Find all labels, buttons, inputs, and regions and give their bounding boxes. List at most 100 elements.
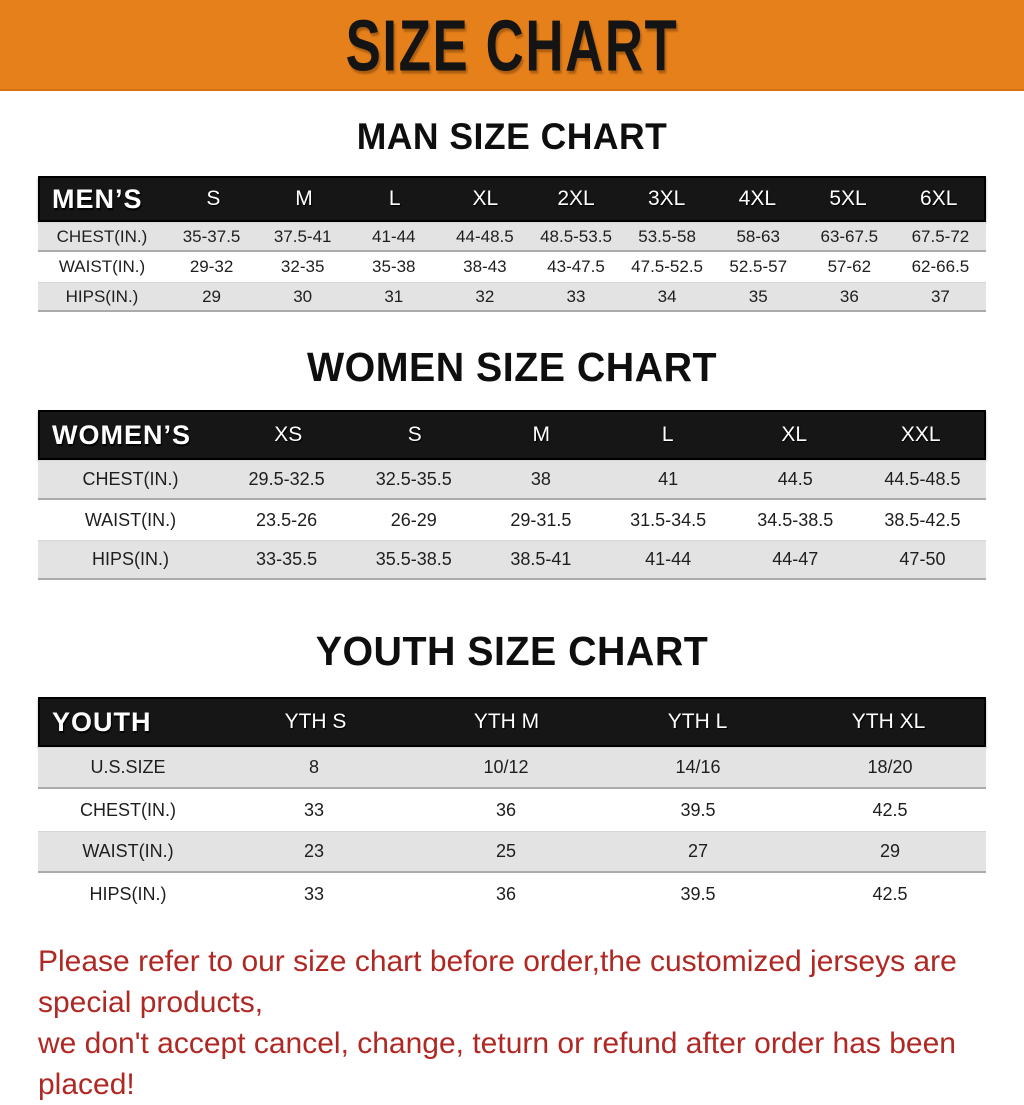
measurement-cell: 32 <box>475 286 495 306</box>
row-label: WAIST(IN.) <box>82 841 174 861</box>
men-size-table: MEN’S S M L XL 2XL 3XL 4XL 5XL 6XL CHEST(IN.) 35-37… <box>38 176 986 312</box>
measurement-cell: 39.5 <box>680 799 716 820</box>
size-column-header: YTH M <box>473 710 540 733</box>
measurement-cell: 58-63 <box>736 226 780 246</box>
size-column-header: 3XL <box>648 187 686 210</box>
size-column-header: 2XL <box>557 187 595 210</box>
size-column-header: L <box>388 187 401 210</box>
youth-size-table: YOUTH YTH S YTH M YTH L YTH XL U.S.SIZE 8 10/12… <box>38 697 986 915</box>
measurement-cell: 62-66.5 <box>911 257 970 276</box>
table-corner-label: YOUTH <box>52 706 152 737</box>
measurement-cell: 44.5-48.5 <box>884 469 961 489</box>
size-column-header: YTH L <box>667 710 728 733</box>
measurement-cell: 23.5-26 <box>256 509 318 530</box>
measurement-cell: 47-50 <box>899 549 946 569</box>
table-row: CHEST(IN.) 29.5-32.5 32.5-35.5 38 41 44.5 44.5… <box>38 460 986 500</box>
measurement-cell: 57-62 <box>827 257 872 276</box>
table-header-row: WOMEN’S XS S M L XL XXL <box>38 410 986 460</box>
banner-title: SIZE CHART <box>345 3 679 86</box>
measurement-cell: 35 <box>748 286 768 306</box>
man-size-chart-heading: MAN SIZE CHART <box>356 116 668 157</box>
row-label: CHEST(IN.) <box>82 469 179 489</box>
measurement-cell: 36 <box>839 286 859 306</box>
measurement-cell: 63-67.5 <box>820 226 879 246</box>
measurement-cell: 26-29 <box>390 509 437 530</box>
size-column-header: 4XL <box>738 187 777 210</box>
size-column-header: XS <box>274 423 303 446</box>
measurement-cell: 44-47 <box>772 549 819 569</box>
row-label: HIPS(IN.) <box>91 549 169 569</box>
measurement-cell: 44.5 <box>777 469 813 489</box>
measurement-cell: 31.5-34.5 <box>630 509 707 530</box>
measurement-cell: 34 <box>657 286 677 306</box>
row-label: WAIST(IN.) <box>84 509 177 530</box>
measurement-cell: 37 <box>930 286 950 306</box>
measurement-cell: 35-37.5 <box>182 226 241 246</box>
measurement-cell: 38 <box>530 469 551 489</box>
size-column-header: M <box>532 423 551 446</box>
table-row: CHEST(IN.) 35-37.5 37.5-41 41-44 44-48.5 48.5… <box>38 222 986 252</box>
table-corner-label: MEN’S <box>52 183 143 214</box>
measurement-cell: 30 <box>293 286 313 306</box>
order-policy-line-1: Please refer to our size chart before or… <box>38 945 957 1019</box>
measurement-cell: 36 <box>495 799 517 820</box>
measurement-cell: 41 <box>658 469 679 489</box>
measurement-cell: 10/12 <box>483 757 529 777</box>
table-row: CHEST(IN.) 33 36 39.5 42.5 <box>38 789 986 831</box>
table-header-row: MEN’S S M L XL 2XL 3XL 4XL 5XL 6XL <box>38 176 986 222</box>
table-row: HIPS(IN.) 33-35.5 35.5-38.5 38.5-41 41-44 44-… <box>38 540 986 580</box>
measurement-cell: 33 <box>303 799 325 820</box>
measurement-cell: 47.5-52.5 <box>631 257 704 276</box>
measurement-cell: 8 <box>308 757 319 777</box>
measurement-cell: 35-38 <box>372 257 416 276</box>
measurement-cell: 29-31.5 <box>510 509 572 530</box>
size-column-header: XXL <box>900 423 941 446</box>
measurement-cell: 39.5 <box>680 883 716 904</box>
women-size-table: WOMEN’S XS S M L XL XXL CHEST(IN.) 29.5-32.5 32.5… <box>38 410 986 580</box>
measurement-cell: 29 <box>879 841 901 861</box>
measurement-cell: 38.5-41 <box>510 549 572 569</box>
row-label: WAIST(IN.) <box>58 257 146 276</box>
measurement-cell: 37.5-41 <box>273 226 332 246</box>
size-column-header: S <box>206 187 221 210</box>
measurement-cell: 32.5-35.5 <box>375 469 452 489</box>
measurement-cell: 31 <box>384 286 404 306</box>
size-column-header: 6XL <box>920 187 958 210</box>
table-row: HIPS(IN.) 33 36 39.5 42.5 <box>38 873 986 915</box>
size-column-header: YTH XL <box>851 710 926 733</box>
women-size-chart-heading: WOMEN SIZE CHART <box>306 344 718 390</box>
table-row: U.S.SIZE 8 10/12 14/16 18/20 <box>38 747 986 789</box>
table-header-row: YOUTH YTH S YTH M YTH L YTH XL <box>38 697 986 747</box>
measurement-cell: 42.5 <box>872 883 908 904</box>
size-column-header: 5XL <box>829 187 867 210</box>
table-row: WAIST(IN.) 29-32 32-35 35-38 38-43 43-47.5 47.… <box>38 252 986 282</box>
row-label: CHEST(IN.) <box>56 226 148 246</box>
measurement-cell: 29 <box>202 286 222 306</box>
measurement-cell: 25 <box>495 841 517 861</box>
measurement-cell: 44-48.5 <box>456 226 514 246</box>
measurement-cell: 29-32 <box>189 257 234 276</box>
size-column-header: S <box>407 423 422 446</box>
measurement-cell: 52.5-57 <box>729 257 788 276</box>
row-label: U.S.SIZE <box>90 757 166 777</box>
size-column-header: XL <box>781 423 808 446</box>
table-row: WAIST(IN.) 23 25 27 29 <box>38 831 986 873</box>
measurement-cell: 43-47.5 <box>547 257 605 276</box>
youth-size-chart-heading: YOUTH SIZE CHART <box>315 628 709 674</box>
measurement-cell: 41-44 <box>645 549 692 569</box>
order-policy-line-2: we don't accept cancel, change, teturn o… <box>38 1027 956 1101</box>
measurement-cell: 23 <box>303 841 325 861</box>
measurement-cell: 29.5-32.5 <box>248 469 325 489</box>
table-corner-label: WOMEN’S <box>52 419 191 450</box>
measurement-cell: 27 <box>687 841 709 861</box>
measurement-cell: 33 <box>566 286 586 306</box>
row-label: HIPS(IN.) <box>89 883 167 904</box>
row-label: CHEST(IN.) <box>80 799 176 820</box>
order-policy-note: Please refer to our size chart before or… <box>38 941 1024 1105</box>
measurement-cell: 53.5-58 <box>638 226 696 246</box>
measurement-cell: 48.5-53.5 <box>540 226 612 246</box>
measurement-cell: 18/20 <box>867 757 913 777</box>
measurement-cell: 14/16 <box>675 757 721 777</box>
measurement-cell: 67.5-72 <box>911 226 970 246</box>
measurement-cell: 42.5 <box>872 799 908 820</box>
